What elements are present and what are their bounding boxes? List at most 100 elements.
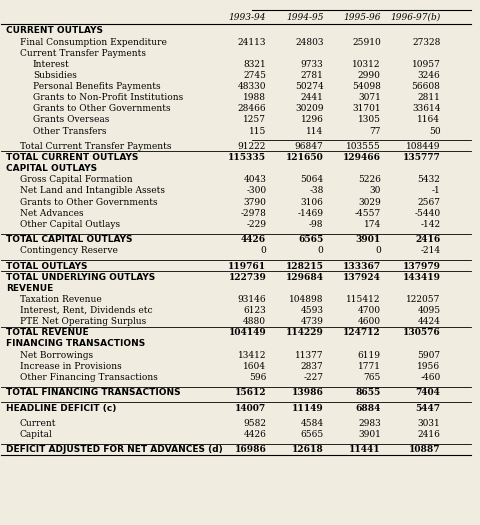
Text: 25910: 25910 [352, 38, 381, 47]
Text: 1305: 1305 [358, 116, 381, 124]
Text: 2567: 2567 [418, 197, 441, 206]
Text: 5226: 5226 [358, 175, 381, 184]
Text: 5432: 5432 [418, 175, 441, 184]
Text: FINANCING TRANSACTIONS: FINANCING TRANSACTIONS [6, 340, 145, 349]
Text: 1771: 1771 [358, 362, 381, 371]
Text: 3106: 3106 [300, 197, 324, 206]
Text: Grants to Other Governments: Grants to Other Governments [20, 197, 157, 206]
Text: 1604: 1604 [243, 362, 266, 371]
Text: 104149: 104149 [228, 328, 266, 338]
Text: 7404: 7404 [416, 388, 441, 397]
Text: -229: -229 [246, 220, 266, 229]
Text: -1: -1 [432, 186, 441, 195]
Text: Personal Benefits Payments: Personal Benefits Payments [33, 82, 160, 91]
Text: 4593: 4593 [300, 306, 324, 315]
Text: -4557: -4557 [355, 208, 381, 218]
Text: -214: -214 [420, 246, 441, 255]
Text: -2978: -2978 [240, 208, 266, 218]
Text: TOTAL CAPITAL OUTLAYS: TOTAL CAPITAL OUTLAYS [6, 235, 132, 244]
Text: Other Capital Outlays: Other Capital Outlays [20, 220, 120, 229]
Text: 122739: 122739 [228, 272, 266, 282]
Text: CAPITAL OUTLAYS: CAPITAL OUTLAYS [6, 164, 97, 173]
Text: 31701: 31701 [352, 104, 381, 113]
Text: Net Borrowings: Net Borrowings [20, 351, 93, 360]
Text: 2781: 2781 [300, 71, 324, 80]
Text: Total Current Transfer Payments: Total Current Transfer Payments [20, 142, 171, 151]
Text: 121650: 121650 [286, 153, 324, 162]
Text: 11441: 11441 [349, 445, 381, 454]
Text: 114229: 114229 [286, 328, 324, 338]
Text: 2990: 2990 [358, 71, 381, 80]
Text: 10957: 10957 [411, 60, 441, 69]
Text: 115335: 115335 [228, 153, 266, 162]
Text: 1956: 1956 [417, 362, 441, 371]
Text: 137979: 137979 [402, 261, 441, 270]
Text: 9582: 9582 [243, 419, 266, 428]
Text: -38: -38 [309, 186, 324, 195]
Text: 11377: 11377 [295, 351, 324, 360]
Text: -5440: -5440 [414, 208, 441, 218]
Text: TOTAL OUTLAYS: TOTAL OUTLAYS [6, 261, 88, 270]
Text: Taxation Revenue: Taxation Revenue [20, 295, 101, 304]
Text: 3246: 3246 [418, 71, 441, 80]
Text: REVENUE: REVENUE [6, 284, 53, 293]
Text: 103555: 103555 [346, 142, 381, 151]
Text: 0: 0 [375, 246, 381, 255]
Text: 11149: 11149 [292, 404, 324, 413]
Text: 4043: 4043 [243, 175, 266, 184]
Text: Gross Capital Formation: Gross Capital Formation [20, 175, 132, 184]
Text: CURRENT OUTLAYS: CURRENT OUTLAYS [6, 26, 103, 36]
Text: 130576: 130576 [403, 328, 441, 338]
Text: 10887: 10887 [409, 445, 441, 454]
Text: 6123: 6123 [243, 306, 266, 315]
Text: 27328: 27328 [412, 38, 441, 47]
Text: Interest: Interest [33, 60, 70, 69]
Text: 28466: 28466 [238, 104, 266, 113]
Text: Capital: Capital [20, 430, 52, 439]
Text: 1994-95: 1994-95 [286, 13, 324, 22]
Text: -300: -300 [246, 186, 266, 195]
Text: 119761: 119761 [228, 261, 266, 270]
Text: 1257: 1257 [243, 116, 266, 124]
Text: TOTAL REVENUE: TOTAL REVENUE [6, 328, 89, 338]
Text: -98: -98 [309, 220, 324, 229]
Text: 1988: 1988 [243, 93, 266, 102]
Text: -460: -460 [420, 373, 441, 382]
Text: Current: Current [20, 419, 56, 428]
Text: 9733: 9733 [301, 60, 324, 69]
Text: 6565: 6565 [300, 430, 324, 439]
Text: 8321: 8321 [243, 60, 266, 69]
Text: 3029: 3029 [358, 197, 381, 206]
Text: 2811: 2811 [418, 93, 441, 102]
Text: 1995-96: 1995-96 [343, 13, 381, 22]
Text: 16986: 16986 [234, 445, 266, 454]
Text: 137924: 137924 [343, 272, 381, 282]
Text: 56608: 56608 [411, 82, 441, 91]
Text: 12618: 12618 [292, 445, 324, 454]
Text: 3790: 3790 [243, 197, 266, 206]
Text: 4600: 4600 [358, 317, 381, 326]
Text: 115: 115 [249, 127, 266, 135]
Text: 122057: 122057 [406, 295, 441, 304]
Text: 50: 50 [429, 127, 441, 135]
Text: 8655: 8655 [356, 388, 381, 397]
Text: TOTAL FINANCING TRANSACTIONS: TOTAL FINANCING TRANSACTIONS [6, 388, 181, 397]
Text: 6119: 6119 [358, 351, 381, 360]
Text: 115412: 115412 [346, 295, 381, 304]
Text: 14007: 14007 [235, 404, 266, 413]
Text: DEFICIT ADJUSTED FOR NET ADVANCES (d): DEFICIT ADJUSTED FOR NET ADVANCES (d) [6, 445, 223, 454]
Text: 129466: 129466 [343, 153, 381, 162]
Text: 6884: 6884 [355, 404, 381, 413]
Text: Contingency Reserve: Contingency Reserve [20, 246, 118, 255]
Text: 5907: 5907 [417, 351, 441, 360]
Text: 13412: 13412 [238, 351, 266, 360]
Text: 5447: 5447 [415, 404, 441, 413]
Text: 10312: 10312 [352, 60, 381, 69]
Text: 91222: 91222 [238, 142, 266, 151]
Text: 2745: 2745 [243, 71, 266, 80]
Text: Grants to Non-Profit Institutions: Grants to Non-Profit Institutions [33, 93, 183, 102]
Text: 2837: 2837 [301, 362, 324, 371]
Text: -1469: -1469 [298, 208, 324, 218]
Text: Current Transfer Payments: Current Transfer Payments [20, 49, 145, 58]
Text: 54098: 54098 [352, 82, 381, 91]
